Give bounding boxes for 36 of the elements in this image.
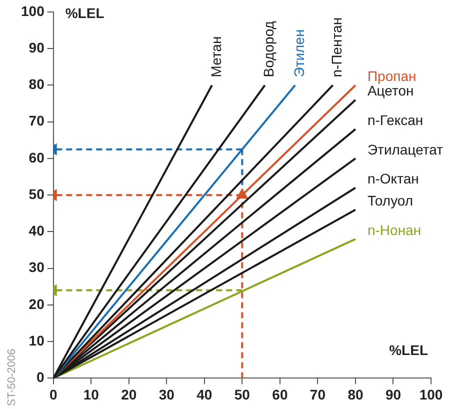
y-tick-label: 30 — [28, 259, 45, 276]
series-label: Ацетон — [367, 82, 414, 99]
text: ST-50-2006 — [6, 348, 18, 406]
y-tick-label: 0 — [36, 369, 45, 386]
y-tick-label: 60 — [28, 149, 45, 166]
x-tick-label: 30 — [158, 386, 175, 402]
series-label: n-Гексан — [367, 112, 424, 128]
x-axis-title: %LEL — [389, 342, 428, 358]
x-tick-label: 60 — [272, 386, 288, 402]
y-tick-label: 100 — [21, 2, 45, 19]
x-tick-label: 70 — [310, 386, 326, 402]
x-tick-label: 10 — [83, 386, 100, 402]
x-tick-label: 40 — [196, 386, 212, 402]
x-tick-label: 80 — [348, 386, 364, 402]
x-tick-label: 90 — [385, 386, 402, 402]
text: Водород — [260, 21, 277, 78]
x-tick-label: 50 — [234, 386, 250, 402]
y-tick-label: 80 — [28, 76, 45, 92]
series-label: Этилацетат — [367, 141, 444, 158]
x-tick-label: 0 — [49, 386, 58, 402]
y-tick-label: 90 — [28, 39, 45, 56]
y-tick-label: 40 — [28, 222, 45, 239]
y-tick-label: 70 — [28, 112, 45, 129]
y-tick-label: 10 — [28, 332, 45, 348]
x-tick-label: 20 — [121, 386, 137, 402]
text: n-Пентан — [328, 17, 345, 78]
series-label: Пропан — [367, 68, 416, 84]
text: Этилен — [290, 29, 307, 78]
y-axis-title: %LEL — [65, 4, 105, 21]
text: Метан — [208, 36, 224, 78]
series-label: Толуол — [367, 192, 414, 209]
x-tick-label: 100 — [419, 386, 443, 402]
series-label: n-Октан — [367, 170, 419, 187]
y-tick-label: 20 — [28, 296, 45, 312]
series-label: n-Нонан — [367, 222, 422, 238]
y-tick-label: 50 — [28, 186, 45, 202]
